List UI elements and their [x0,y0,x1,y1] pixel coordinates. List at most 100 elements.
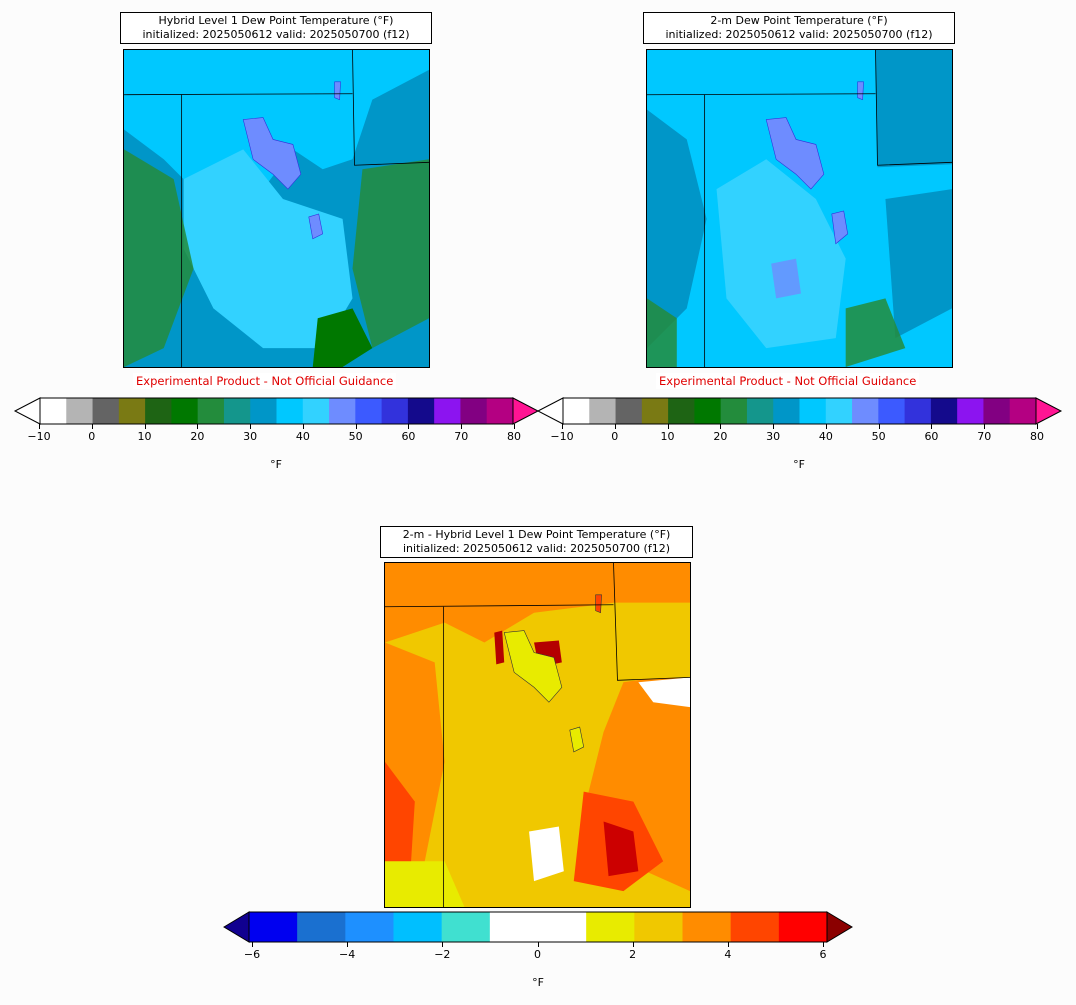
colorbar-swatch [641,398,669,424]
colorbar-swatch [297,912,346,942]
twometer-panel-title: 2-m Dew Point Temperature (°F) initializ… [643,12,955,44]
colorbar-tick-label: 0 [88,430,96,443]
colorbar-tick-mark [537,942,539,947]
diff-title-line1: 2-m - Hybrid Level 1 Dew Point Temperatu… [402,528,671,541]
colorbar-swatch [538,912,587,942]
colorbar-swatch [118,398,146,424]
colorbar-tick-label: 10 [660,430,675,443]
colorbar-tick-label: 20 [190,430,205,443]
colorbar-tick-label: 0 [611,430,619,443]
colorbar-swatch [904,398,932,424]
colorbar-tick-mark [632,942,634,947]
colorbar-tick-label: 0 [534,948,541,961]
colorbar-swatch [276,398,304,424]
colorbar-swatch [563,398,590,424]
colorbar-tick-label: 40 [295,430,310,443]
colorbar-tick-mark [442,942,444,947]
colorbar-swatch [615,398,643,424]
colorbar-swatch [381,398,409,424]
colorbar-tick-mark [408,424,410,429]
colorbar-unit-label: °F [270,458,282,471]
colorbar-swatch [345,912,394,942]
colorbar-swatch [1009,398,1037,424]
colorbar-tick-label: 20 [713,430,728,443]
twometer-disclaimer: Experimental Product - Not Official Guid… [656,373,920,389]
hybrid-title-line1: Hybrid Level 1 Dew Point Temperature (°F… [158,14,394,27]
colorbar-svg [536,397,1063,425]
colorbar-unit-label: °F [793,458,805,471]
twometer-title-line1: 2-m Dew Point Temperature (°F) [710,14,888,27]
colorbar-swatch [589,398,617,424]
colorbar-swatch [778,912,828,942]
colorbar-swatch [983,398,1011,424]
colorbar-tick-mark [878,424,880,429]
colorbar-tick-label: 6 [819,948,827,961]
colorbar-swatch [489,912,539,942]
colorbar-tick-mark [1037,424,1038,429]
colorbar-under-arrow [536,397,564,425]
colorbar-swatch [825,398,853,424]
difference-colorbar [223,911,853,943]
colorbar-tick-label: 10 [137,430,152,443]
colorbar-swatch [773,398,800,424]
colorbar-tick-mark [984,424,986,429]
colorbar-tick-mark [355,424,357,429]
twometer-dewpoint-map [646,49,953,368]
colorbar-swatch [586,912,635,942]
colorbar-tick-label: −10 [550,430,574,443]
hybrid-panel-title: Hybrid Level 1 Dew Point Temperature (°F… [120,12,432,44]
colorbar-tick-mark [562,424,563,429]
hybrid-disclaimer-label: Experimental Product - Not Official Guid… [133,373,397,389]
colorbar-swatch [393,912,443,942]
colorbar-swatch [694,398,722,424]
colorbar-swatch [92,398,120,424]
colorbar-tick-label: 40 [818,430,833,443]
colorbar-unit-label: °F [532,976,544,989]
colorbar-over-arrow [512,397,540,425]
colorbar-swatch [407,398,435,424]
colorbar-swatch [720,398,748,424]
colorbar-tick-mark [773,424,775,429]
colorbar-swatch [930,398,958,424]
colorbar-tick-label: 80 [507,430,521,443]
colorbar-swatch [249,912,298,942]
colorbar-tick-label: 50 [348,430,363,443]
colorbar-swatch [197,398,225,424]
colorbar-swatch [329,398,356,424]
colorbar-swatch [878,398,906,424]
colorbar-swatch [957,398,984,424]
colorbar-swatch [441,912,491,942]
hybrid-colorbar [13,397,540,425]
colorbar-swatch [668,398,695,424]
colorbar-tick-label: 60 [924,430,939,443]
colorbar-swatch [799,398,827,424]
colorbar-tick-mark [720,424,722,429]
colorbar-tick-mark [39,424,40,429]
colorbar-over-arrow [826,911,853,943]
twometer-colorbar [536,397,1063,425]
difference-map [384,562,691,908]
colorbar-tick-mark [614,424,616,429]
colorbar-under-arrow [223,911,250,943]
colorbar-tick-label: 2 [629,948,637,961]
colorbar-tick-mark [823,942,824,947]
colorbar-tick-mark [347,942,349,947]
colorbar-swatch [486,398,514,424]
colorbar-swatch [223,398,251,424]
colorbar-tick-label: 50 [871,430,886,443]
colorbar-swatch [355,398,383,424]
colorbar-swatch [852,398,879,424]
colorbar-over-arrow [1035,397,1063,425]
colorbar-swatch [145,398,172,424]
colorbar-tick-label: 80 [1030,430,1044,443]
twometer-title-line2: initialized: 2025050612 valid: 202505070… [665,28,933,41]
colorbar-tick-mark [825,424,827,429]
colorbar-swatch [434,398,461,424]
colorbar-tick-mark [250,424,252,429]
colorbar-swatch [682,912,732,942]
colorbar-tick-label: −10 [27,430,51,443]
colorbar-tick-mark [91,424,93,429]
hybrid-dewpoint-map [123,49,430,368]
colorbar-swatch [302,398,330,424]
colorbar-swatch [171,398,199,424]
